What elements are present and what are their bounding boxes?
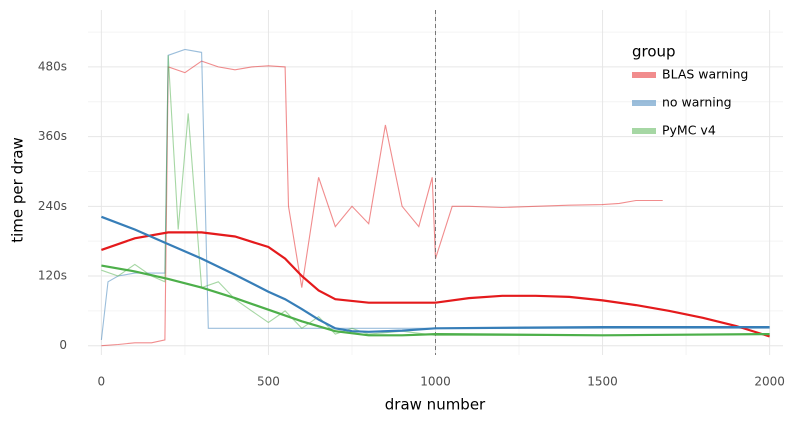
trend-line	[101, 264, 770, 337]
y-axis-title: time per draw	[9, 137, 27, 243]
x-tick-label: 500	[257, 375, 280, 389]
legend-swatch	[632, 72, 656, 78]
x-tick-label: 1000	[420, 375, 451, 389]
legend-swatch	[632, 100, 656, 106]
x-tick-label: 0	[98, 375, 106, 389]
legend-label: BLAS warning	[662, 67, 748, 82]
x-tick-label: 1500	[587, 375, 618, 389]
y-tick-label: 240s	[38, 199, 67, 213]
x-tick-label: 2000	[754, 375, 785, 389]
legend-swatch	[632, 128, 656, 134]
y-tick-label: 360s	[38, 129, 67, 143]
raw-trace	[101, 55, 770, 336]
y-tick-label: 0	[59, 338, 67, 352]
trend-line	[101, 215, 770, 333]
plot-layer	[88, 10, 783, 355]
raw-trace	[101, 60, 663, 347]
legend-label: PyMC v4	[662, 123, 716, 138]
y-tick-label: 480s	[38, 59, 67, 73]
trend-line	[101, 231, 770, 338]
y-tick-label: 120s	[38, 269, 67, 283]
raw-trace	[100, 48, 770, 340]
x-axis-title: draw number	[385, 396, 486, 414]
legend-title: group	[632, 43, 676, 61]
legend-label: no warning	[662, 95, 732, 110]
